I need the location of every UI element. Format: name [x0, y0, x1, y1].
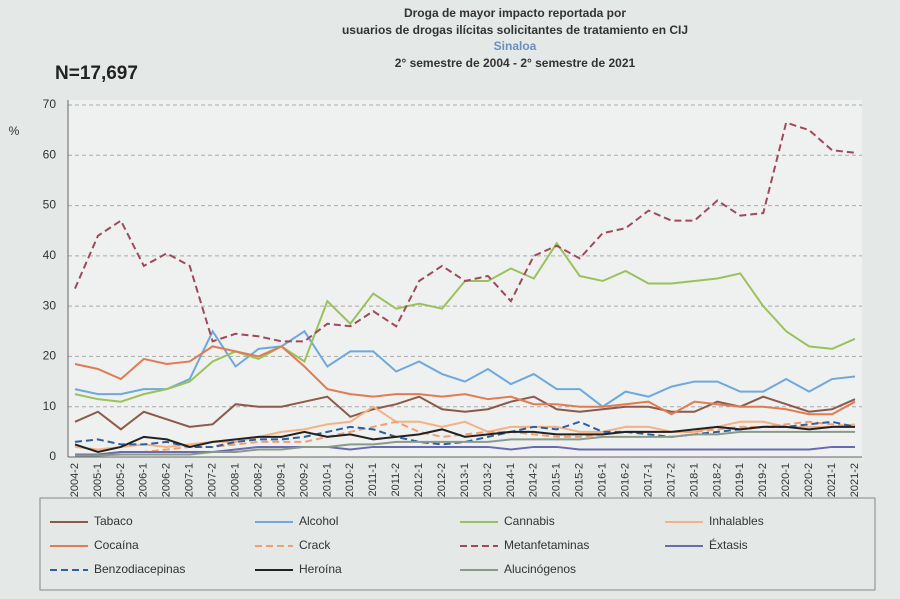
annotation: N=17,697: [55, 63, 138, 84]
y-tick-label: 0: [49, 449, 56, 463]
x-tick-label: 2019-2: [757, 463, 769, 497]
legend-label: Inhalables: [709, 514, 764, 528]
legend-label: Éxtasis: [709, 537, 748, 552]
x-tick-label: 2016-2: [619, 463, 631, 497]
x-tick-label: 2011-2: [390, 463, 402, 496]
x-tick-label: 2013-1: [459, 463, 471, 497]
x-tick-label: 2016-1: [597, 463, 609, 497]
series-line: [74, 420, 856, 448]
y-tick-label: 10: [43, 399, 57, 413]
x-tick-label: 2017-1: [642, 463, 654, 497]
series-line: [74, 395, 856, 431]
y-tick-label: 60: [43, 147, 57, 161]
series-line: [75, 430, 855, 457]
series-line: [74, 121, 856, 343]
x-tick-label: 2009-1: [275, 463, 287, 497]
x-tick-label: 2020-1: [780, 463, 792, 497]
x-tick-label: 2007-1: [184, 463, 196, 497]
chart-title: Droga de mayor impacto reportada por: [404, 6, 626, 20]
y-tick-label: 70: [43, 97, 57, 111]
x-tick-label: 2021-2: [849, 463, 861, 497]
x-tick-label: 2008-1: [229, 463, 241, 497]
x-tick-label: 2014-1: [505, 463, 517, 497]
legend-label: Metanfetaminas: [504, 538, 589, 552]
x-tick-label: 2009-2: [298, 463, 310, 497]
x-tick-label: 2015-1: [551, 463, 563, 497]
x-tick-label: 2015-2: [574, 463, 586, 497]
legend-label: Tabaco: [94, 514, 133, 528]
x-tick-label: 2020-2: [803, 463, 815, 497]
y-tick-label: 50: [43, 198, 57, 212]
legend-label: Crack: [299, 538, 331, 552]
series-line: [74, 345, 856, 416]
series-line: [74, 329, 856, 408]
x-tick-label: 2008-2: [252, 463, 264, 497]
y-tick-label: 40: [43, 248, 57, 262]
y-axis-label: %: [9, 124, 20, 138]
x-tick-label: 2014-2: [528, 463, 540, 497]
legend-label: Alucinógenos: [504, 562, 576, 576]
x-tick-label: 2018-1: [688, 463, 700, 497]
legend-label: Heroína: [299, 562, 342, 576]
series-line: [74, 425, 855, 454]
x-tick-label: 2011-1: [367, 463, 379, 496]
chart-subtitle: Sinaloa: [494, 39, 537, 53]
legend-label: Alcohol: [299, 514, 338, 528]
x-tick-label: 2004-2: [69, 463, 81, 497]
period: 2° semestre de 2004 - 2° semestre de 202…: [395, 56, 636, 70]
y-tick-label: 20: [43, 349, 57, 363]
x-tick-label: 2006-2: [161, 463, 173, 497]
x-tick-label: 2021-1: [826, 463, 838, 497]
x-tick-label: 2005-1: [92, 463, 104, 497]
legend-box: [39, 497, 876, 591]
x-tick-label: 2007-2: [207, 463, 219, 497]
legend-label: Benzodiacepinas: [94, 562, 185, 576]
x-tick-label: 2010-1: [321, 463, 333, 497]
x-tick-label: 2006-1: [138, 463, 150, 497]
x-tick-label: 2017-2: [665, 463, 677, 497]
x-tick-label: 2019-1: [734, 463, 746, 497]
x-tick-label: 2012-1: [413, 463, 425, 497]
y-tick-label: 30: [43, 298, 57, 312]
legend-label: Cocaína: [94, 538, 139, 552]
x-tick-label: 2005-2: [115, 463, 127, 497]
x-tick-label: 2010-2: [344, 463, 356, 497]
legend-label: Cannabis: [504, 514, 555, 528]
plot-area: [68, 100, 862, 457]
x-tick-label: 2012-2: [436, 463, 448, 497]
x-tick-label: 2018-2: [711, 463, 723, 497]
x-tick-label: 2013-2: [482, 463, 494, 497]
chart-title: usuarios de drogas ilícitas solicitantes…: [342, 23, 688, 37]
